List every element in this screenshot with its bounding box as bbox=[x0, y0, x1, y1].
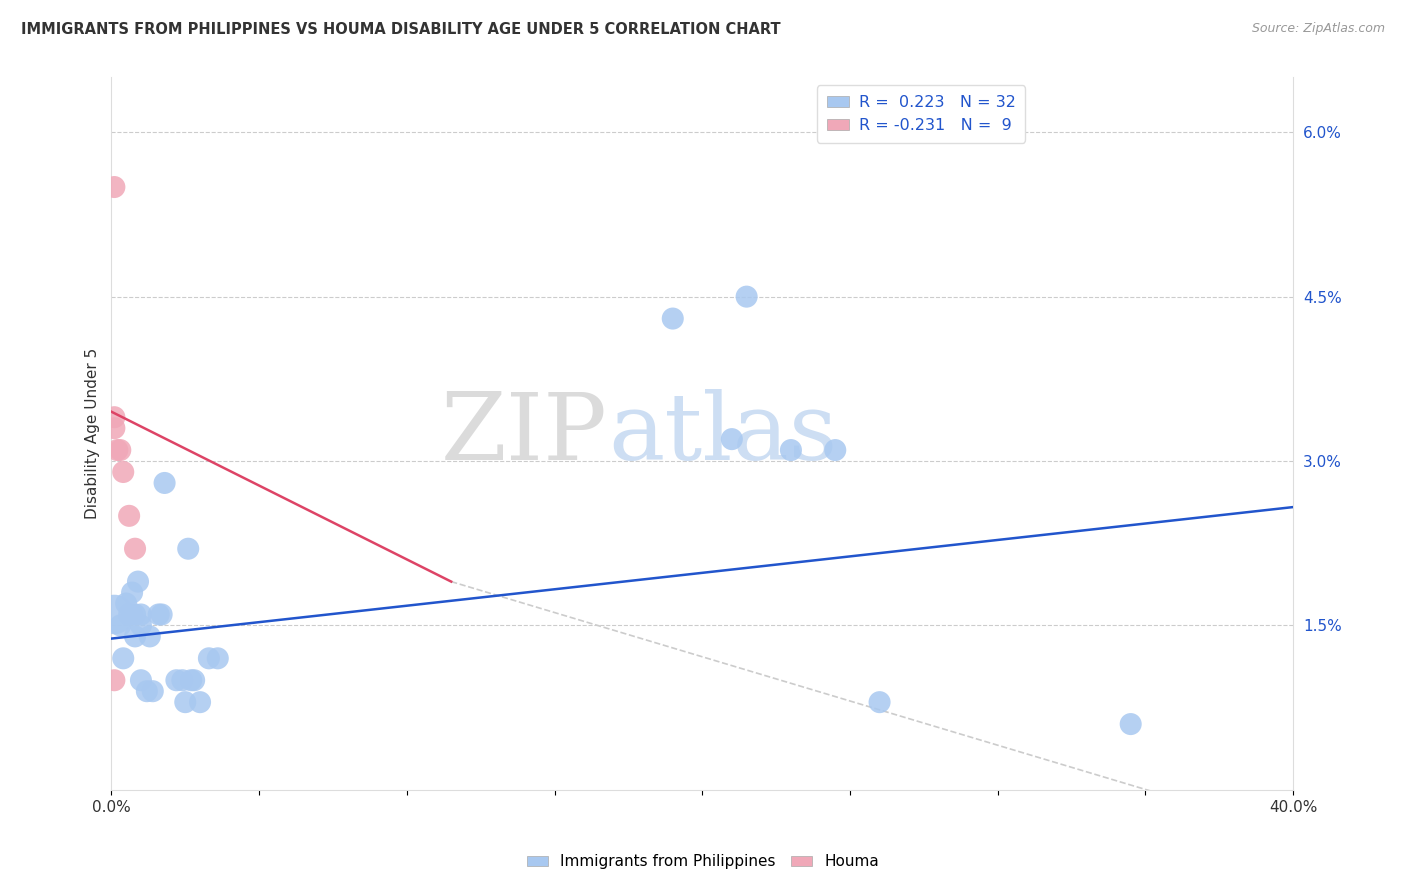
Point bbox=[112, 465, 135, 479]
Point bbox=[188, 695, 211, 709]
Point bbox=[103, 180, 125, 194]
Point bbox=[177, 541, 200, 556]
Point bbox=[148, 607, 170, 622]
Point bbox=[103, 421, 125, 435]
Point bbox=[112, 651, 135, 665]
Point bbox=[115, 597, 138, 611]
Point bbox=[153, 475, 176, 490]
Point bbox=[118, 508, 141, 523]
Legend: R =  0.223   N = 32, R = -0.231   N =  9: R = 0.223 N = 32, R = -0.231 N = 9 bbox=[817, 86, 1025, 143]
Point bbox=[174, 695, 197, 709]
Point bbox=[103, 673, 125, 688]
Text: Source: ZipAtlas.com: Source: ZipAtlas.com bbox=[1251, 22, 1385, 36]
Point bbox=[721, 432, 744, 446]
Point bbox=[150, 607, 173, 622]
Point bbox=[869, 695, 891, 709]
Point bbox=[142, 684, 165, 698]
Point bbox=[183, 673, 205, 688]
Point bbox=[118, 607, 141, 622]
Legend: Immigrants from Philippines, Houma: Immigrants from Philippines, Houma bbox=[520, 848, 886, 875]
Text: IMMIGRANTS FROM PHILIPPINES VS HOUMA DISABILITY AGE UNDER 5 CORRELATION CHART: IMMIGRANTS FROM PHILIPPINES VS HOUMA DIS… bbox=[21, 22, 780, 37]
Point bbox=[661, 311, 683, 326]
Point bbox=[735, 290, 758, 304]
Point bbox=[780, 443, 803, 458]
Point bbox=[129, 607, 152, 622]
Point bbox=[124, 541, 146, 556]
Point bbox=[103, 607, 125, 622]
Point bbox=[127, 574, 149, 589]
Point bbox=[124, 607, 146, 622]
Point bbox=[139, 629, 162, 643]
Text: ZIP: ZIP bbox=[441, 389, 607, 479]
Point bbox=[824, 443, 846, 458]
Point bbox=[110, 443, 132, 458]
Point bbox=[135, 684, 157, 698]
Point bbox=[103, 410, 125, 425]
Point bbox=[165, 673, 187, 688]
Point bbox=[129, 618, 152, 632]
Point bbox=[172, 673, 194, 688]
Point bbox=[1119, 717, 1142, 731]
Point bbox=[124, 629, 146, 643]
Text: atlas: atlas bbox=[607, 389, 837, 479]
Point bbox=[207, 651, 229, 665]
Point bbox=[121, 585, 143, 599]
Point bbox=[180, 673, 202, 688]
Point bbox=[110, 618, 132, 632]
Point bbox=[198, 651, 221, 665]
Point bbox=[129, 673, 152, 688]
Point bbox=[121, 607, 143, 622]
Point bbox=[105, 443, 128, 458]
Y-axis label: Disability Age Under 5: Disability Age Under 5 bbox=[86, 348, 100, 519]
